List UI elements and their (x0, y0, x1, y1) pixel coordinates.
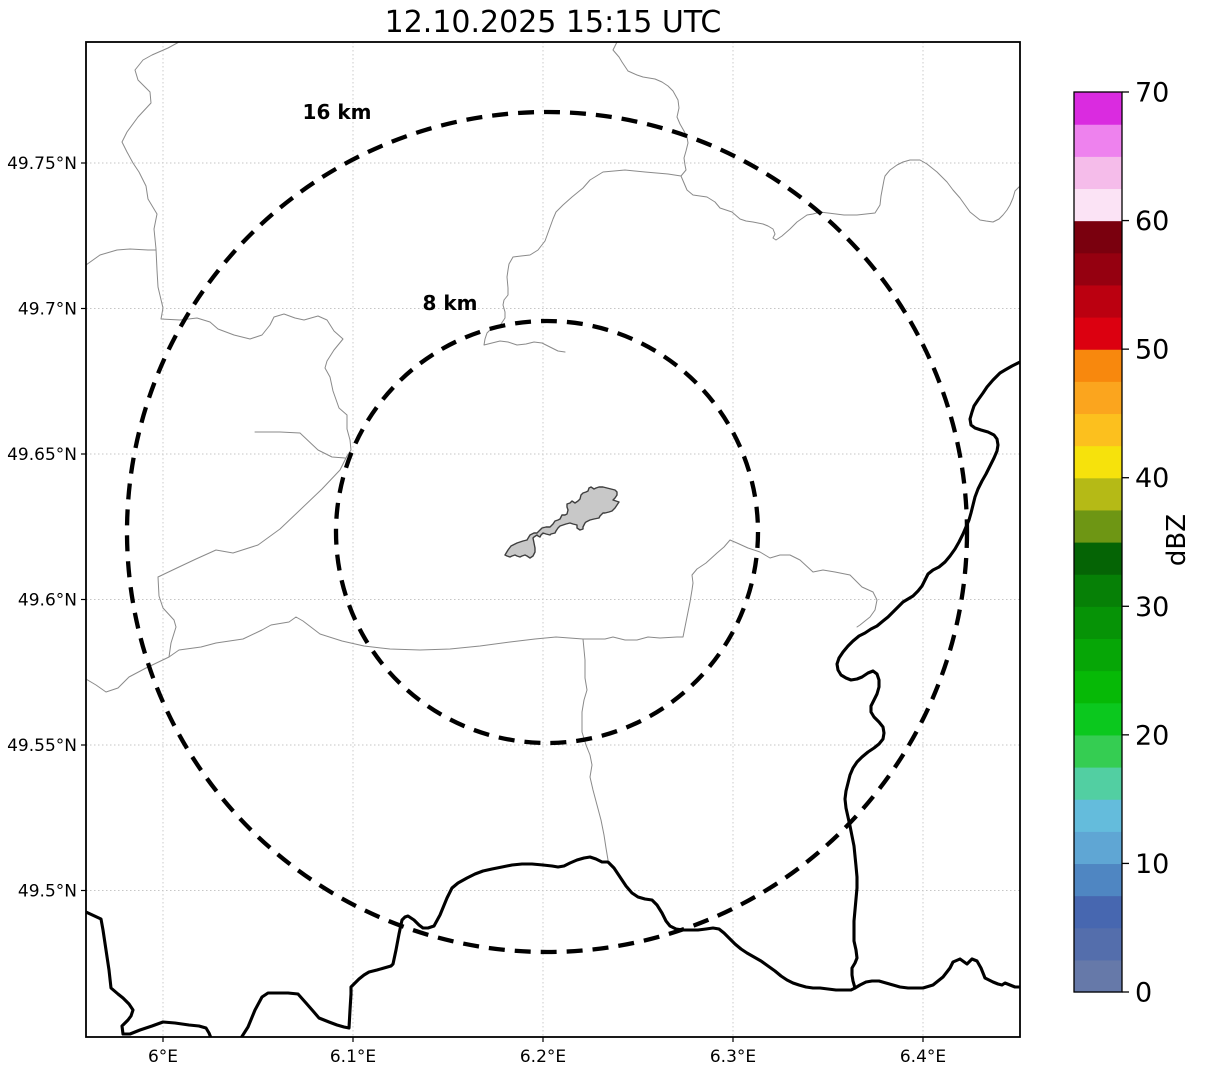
colorbar-segment (1074, 220, 1122, 254)
region-border-lines-west (86, 42, 878, 861)
colorbar-segment (1074, 188, 1122, 222)
gridlines (86, 42, 1020, 1037)
colorbar-segment (1074, 156, 1122, 190)
colorbar-tick-label: 10 (1135, 849, 1169, 880)
range-ring-8km-label: 8 km (422, 291, 477, 315)
colorbar-segment (1074, 767, 1122, 800)
colorbar-tick-label: 0 (1135, 978, 1152, 1009)
colorbar-tick-label: 60 (1135, 206, 1169, 237)
colorbar-segment (1074, 92, 1122, 125)
airport-outline (504, 486, 620, 559)
x-tick-label: 6.3°E (710, 1047, 756, 1067)
y-tick-label: 49.6°N (18, 591, 77, 611)
colorbar-segment (1074, 381, 1122, 415)
colorbar-segment (1074, 927, 1122, 961)
range-ring-16km (124, 109, 970, 955)
colorbar-segment (1074, 638, 1122, 672)
colorbar-frame (1073, 91, 1123, 993)
colorbar-segment (1074, 574, 1122, 607)
y-tick-label: 49.65°N (7, 445, 77, 465)
x-tick-label: 6.2°E (520, 1047, 566, 1067)
country-border-east (835, 360, 1020, 990)
colorbar-segment (1074, 349, 1122, 382)
x-tick-label: 6.4°E (900, 1047, 946, 1067)
colorbar-segment (1074, 799, 1122, 832)
colorbar-segment (1074, 831, 1122, 865)
colorbar-segment (1074, 445, 1122, 479)
colorbar-tick-label: 50 (1135, 335, 1169, 366)
region-border-lines-north (483, 42, 1020, 353)
range-ring-8km (333, 318, 761, 746)
colorbar-tick-label: 70 (1135, 78, 1169, 109)
y-tick-label: 49.7°N (18, 300, 77, 320)
colorbar-segment (1074, 252, 1122, 286)
colorbar: 0 10 20 30 40 50 60 70 (1073, 78, 1169, 1009)
colorbar-segment (1074, 702, 1122, 736)
colorbar-segment (1074, 606, 1122, 640)
colorbar-tick-label: 40 (1135, 463, 1169, 494)
colorbar-segment (1074, 509, 1122, 543)
colorbar-segment (1074, 317, 1122, 350)
colorbar-segment (1074, 734, 1122, 768)
colorbar-tick-label: 20 (1135, 720, 1169, 751)
colorbar-label: dBZ (1162, 514, 1192, 566)
x-tick-label: 6°E (148, 1047, 178, 1067)
x-tick-label: 6.1°E (330, 1047, 376, 1067)
colorbar-segment (1074, 284, 1122, 318)
colorbar-segment (1074, 124, 1122, 157)
y-tick-label: 49.75°N (7, 154, 77, 174)
colorbar-segment (1074, 413, 1122, 447)
range-ring-16km-label: 16 km (303, 100, 372, 124)
colorbar-segment (1074, 670, 1122, 704)
colorbar-segment (1074, 959, 1122, 993)
y-tick-label: 49.55°N (7, 736, 77, 756)
axis-ticks-and-labels: 6°E 6.1°E 6.2°E 6.3°E 6.4°E 49.75°N 49.7°N 49.6… (7, 154, 946, 1067)
colorbar-segment (1074, 863, 1122, 897)
y-tick-label: 49.5°N (18, 882, 77, 902)
colorbar-segment (1074, 542, 1122, 575)
colorbar-tick-label: 30 (1135, 592, 1169, 623)
colorbar-segment (1074, 477, 1122, 511)
colorbar-segment (1074, 895, 1122, 929)
country-border-south (86, 855, 1020, 1037)
plot-frame (85, 41, 1021, 1038)
plot-title: 12.10.2025 15:15 UTC (385, 5, 722, 40)
